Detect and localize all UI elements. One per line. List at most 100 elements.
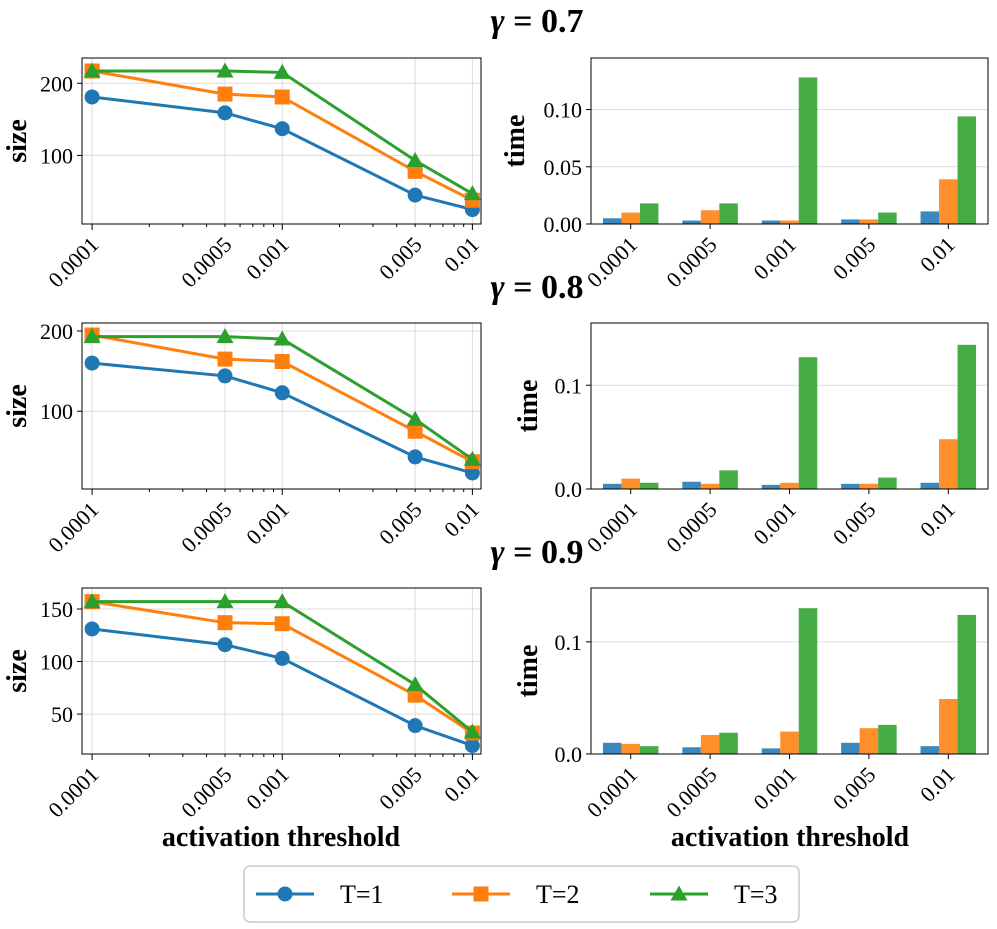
x-tick-label-0.01: 0.01 xyxy=(439,232,484,277)
x-tick-label-0.005: 0.005 xyxy=(374,497,427,550)
data-point-t3-0.0005 xyxy=(216,328,234,344)
y-tick-label-200: 200 xyxy=(40,71,73,96)
legend-marker-t2 xyxy=(473,886,489,902)
y-tick-label-0.1: 0.1 xyxy=(555,630,583,655)
bar-t2-0.0005 xyxy=(700,734,720,754)
bar-t1-0.0005 xyxy=(682,220,701,224)
data-point-t1-0.005 xyxy=(407,718,423,734)
plot-frame xyxy=(590,587,989,755)
x-tick-label-0.0005: 0.0005 xyxy=(176,497,236,557)
data-point-t3-0.001 xyxy=(273,593,291,609)
y-tick-label-100: 100 xyxy=(40,143,73,168)
bar-t3-0.005 xyxy=(878,724,897,754)
plot-frame xyxy=(81,322,482,490)
data-point-t3-0.0001 xyxy=(83,62,101,78)
data-point-t3-0.005 xyxy=(406,151,424,167)
bar-t1-0.001 xyxy=(761,748,781,754)
bar-t1-0.0001 xyxy=(602,483,622,489)
data-point-t1-0.0001 xyxy=(84,89,100,105)
x-tick-label-0.005: 0.005 xyxy=(374,762,427,815)
plot-frame xyxy=(81,57,482,225)
x-tick-label-0.001: 0.001 xyxy=(748,497,801,550)
legend-label-t3: T=3 xyxy=(734,880,778,909)
x-tick-label-0.01: 0.01 xyxy=(915,497,960,542)
x-tick-label-0.01: 0.01 xyxy=(439,497,484,542)
plot-frame xyxy=(81,587,482,755)
y-axis-label-size: size xyxy=(2,649,33,693)
y-axis-label-size: size xyxy=(2,119,33,163)
data-point-t1-0.0005 xyxy=(217,105,233,121)
bar-t2-0.01 xyxy=(939,179,958,224)
y-axis-label-time: time xyxy=(500,115,531,168)
bar-t2-0.005 xyxy=(859,219,879,224)
bar-t3-0.0001 xyxy=(639,482,659,489)
bar-t3-0.0005 xyxy=(719,470,738,489)
x-tick-label-0.0005: 0.0005 xyxy=(661,762,721,822)
bar-t2-0.0001 xyxy=(621,478,640,489)
bar-t1-0.01 xyxy=(920,746,940,754)
data-point-t1-0.01 xyxy=(464,738,480,754)
bar-t3-0.001 xyxy=(798,357,818,489)
y-axis-label-time: time xyxy=(513,380,544,433)
x-tick-label-0.01: 0.01 xyxy=(439,762,484,807)
data-point-t1-0.0005 xyxy=(217,368,233,384)
bar-t2-0.005 xyxy=(859,728,879,754)
size-chart-row-1: 0.0001 0.0005 0.001 0.005 0.01 100 200 size xyxy=(2,57,484,292)
bar-t3-0.0001 xyxy=(639,746,659,754)
bar-t2-0.01 xyxy=(939,439,958,489)
x-tick-label-0.0001: 0.0001 xyxy=(582,232,642,292)
x-tick-label-0.0001: 0.0001 xyxy=(43,232,103,292)
x-tick-label-0.005: 0.005 xyxy=(828,232,881,285)
bar-t3-0.0005 xyxy=(719,732,738,754)
y-tick-label-150: 150 xyxy=(40,597,73,622)
y-tick-label-0.10: 0.10 xyxy=(544,98,583,123)
data-point-t2-0.0005 xyxy=(217,615,233,631)
panel-title-gamma-0-7: γ = 0.7 xyxy=(490,3,583,40)
bar-t3-0.01 xyxy=(957,614,977,754)
legend: T=1 T=2 T=3 xyxy=(243,865,800,923)
bar-t3-0.001 xyxy=(798,77,818,224)
x-axis-label-left: activation threshold xyxy=(162,822,401,853)
x-tick-label-0.01: 0.01 xyxy=(915,762,960,807)
legend-marker-t1 xyxy=(277,886,293,902)
bar-t1-0.005 xyxy=(841,742,860,754)
bar-t3-0.005 xyxy=(878,212,897,224)
data-point-t1-0.0001 xyxy=(84,621,100,637)
bar-t2-0.01 xyxy=(939,699,958,754)
bar-t1-0.005 xyxy=(841,219,860,224)
bar-t1-0.01 xyxy=(920,211,940,224)
x-tick-label-0.0005: 0.0005 xyxy=(661,497,721,557)
data-point-t2-0.0005 xyxy=(217,86,233,102)
bar-t1-0.0001 xyxy=(602,218,622,224)
data-point-t1-0.005 xyxy=(407,449,423,465)
bar-t1-0.0005 xyxy=(682,481,701,489)
y-axis-label-size: size xyxy=(2,384,33,428)
x-tick-label-0.001: 0.001 xyxy=(748,762,801,815)
bar-t3-0.01 xyxy=(957,116,977,224)
data-point-t3-0.0001 xyxy=(83,328,101,344)
y-tick-label-0.1: 0.1 xyxy=(555,373,583,398)
data-point-t3-0.0005 xyxy=(216,593,234,609)
legend-label-t2: T=2 xyxy=(536,880,580,909)
x-tick-label-0.0001: 0.0001 xyxy=(43,497,103,557)
bar-t1-0.0001 xyxy=(602,742,622,754)
bar-t3-0.005 xyxy=(878,477,897,489)
data-point-t2-0.0005 xyxy=(217,351,233,367)
data-point-t3-0.005 xyxy=(406,676,424,692)
data-point-t1-0.0001 xyxy=(84,355,100,371)
time-chart-row-3: 0.0001 0.0005 0.001 0.005 0.01 0.0 0.1 time xyxy=(513,587,989,822)
x-tick-label-0.0005: 0.0005 xyxy=(661,232,721,292)
data-point-t2-0.005 xyxy=(407,163,423,179)
bar-t1-0.001 xyxy=(761,484,781,489)
y-tick-label-100: 100 xyxy=(40,650,73,675)
bar-t2-0.001 xyxy=(780,482,799,489)
plot-frame xyxy=(590,57,989,225)
data-point-t3-0.001 xyxy=(273,63,291,79)
x-tick-label-0.001: 0.001 xyxy=(241,232,294,285)
time-chart-row-1: 0.0001 0.0005 0.001 0.005 0.01 0.00 0.05 0.10 ti… xyxy=(500,57,989,292)
data-point-t2-0.001 xyxy=(274,616,290,632)
data-point-t2-0.001 xyxy=(274,353,290,369)
time-chart-row-2: 0.0001 0.0005 0.001 0.005 0.01 0.0 0.1 time xyxy=(513,322,989,557)
x-tick-label-0.01: 0.01 xyxy=(915,232,960,277)
